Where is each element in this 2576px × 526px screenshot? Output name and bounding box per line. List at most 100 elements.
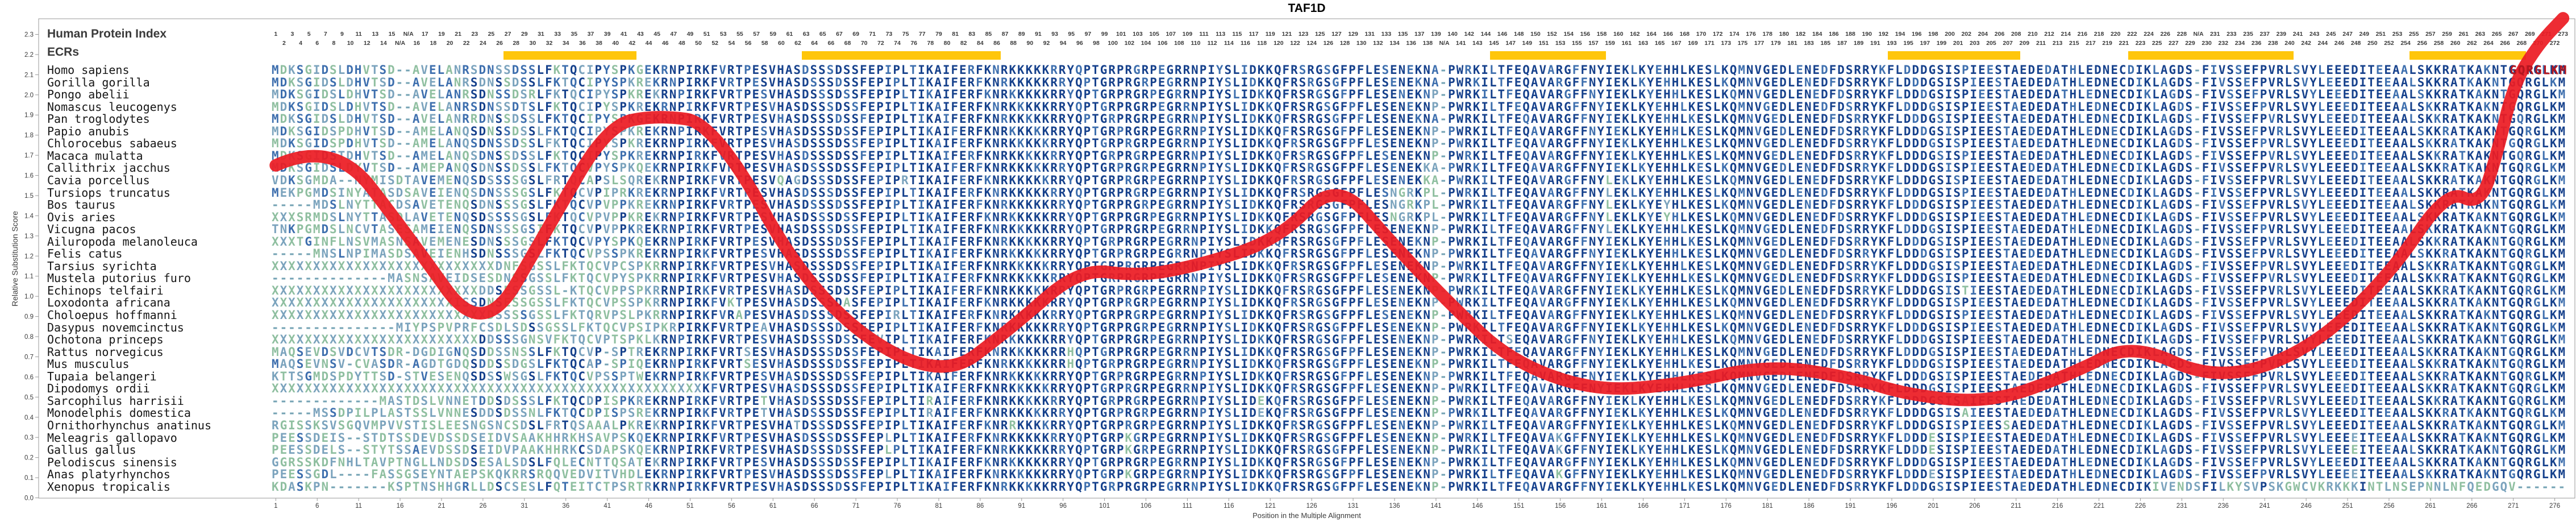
human-index-number: 193 bbox=[1887, 40, 1897, 47]
y-tick-label: 0.0 bbox=[24, 495, 34, 502]
human-index-number: 212 bbox=[2044, 31, 2054, 38]
curve-overlay-residue: Q bbox=[2518, 64, 2525, 77]
human-index-number: 181 bbox=[1787, 40, 1797, 47]
human-index-number: 38 bbox=[596, 40, 602, 47]
species-label: Choloepus hoffmanni bbox=[47, 308, 177, 322]
human-index-number: 266 bbox=[2500, 40, 2510, 47]
human-index-number: 61 bbox=[786, 31, 793, 38]
human-index-number: 159 bbox=[1605, 40, 1615, 47]
human-index-number: 31 bbox=[538, 31, 544, 38]
x-tick-label: 126 bbox=[1306, 503, 1317, 510]
human-index-number: 93 bbox=[1051, 31, 1058, 38]
y-tick-label: 0.6 bbox=[24, 374, 34, 381]
sequence-row: MDKSGIDSLDHVTSD--AVELANRSDNSSDTSLFKTQCIP… bbox=[272, 100, 2567, 114]
human-index-number: 69 bbox=[852, 31, 859, 38]
human-index-number: 57 bbox=[753, 31, 760, 38]
human-index-number: 154 bbox=[1563, 31, 1574, 38]
human-index-number: 140 bbox=[1447, 31, 1458, 38]
species-label: Tarsius syrichta bbox=[47, 259, 157, 273]
human-index-number: 90 bbox=[1026, 40, 1034, 47]
human-index-number: 247 bbox=[2342, 31, 2353, 38]
human-index-number: 54 bbox=[728, 40, 735, 47]
x-tick-label: 221 bbox=[2094, 503, 2104, 510]
human-index-number: 130 bbox=[1356, 40, 1367, 47]
human-index-number: 197 bbox=[1920, 40, 1930, 47]
human-index-number: 72 bbox=[877, 40, 884, 47]
species-label: Rattus norvegicus bbox=[47, 345, 164, 359]
human-index-number: 104 bbox=[1141, 40, 1151, 47]
human-index-number: 257 bbox=[2425, 31, 2436, 38]
species-label: Mustela putorius furo bbox=[47, 271, 191, 285]
human-index-number: 156 bbox=[1580, 31, 1591, 38]
species-label: Pelodiscus sinensis bbox=[47, 455, 177, 469]
human-index-number: 118 bbox=[1257, 40, 1267, 47]
x-tick-label: 26 bbox=[479, 503, 486, 510]
x-tick-label: 56 bbox=[728, 503, 735, 510]
species-label: Dasypus novemcinctus bbox=[47, 320, 184, 334]
x-tick-label: 131 bbox=[1347, 503, 1358, 510]
human-index-number: 175 bbox=[1737, 40, 1748, 47]
human-index-number: 166 bbox=[1663, 31, 1673, 38]
species-label: Monodelphis domestica bbox=[47, 406, 191, 420]
x-axis-label: Position in the Multiple Alignment bbox=[1252, 511, 1361, 520]
x-tick-label: 206 bbox=[1969, 503, 1980, 510]
sequence-row: MDKSGIDSLDHVTSD--AVELANRSDNSSDSSLFKTQCIP… bbox=[272, 63, 2567, 77]
sequence-row: MAQSEVDSVDCVTSDR-DGDIGNQSDDSSNSSLFKTQCVP… bbox=[272, 345, 2567, 359]
human-index-number: 236 bbox=[2251, 40, 2262, 47]
page-title: TAF1D bbox=[1288, 2, 1326, 15]
species-label: Macaca mulatta bbox=[47, 148, 143, 163]
human-index-number: 35 bbox=[571, 31, 578, 38]
species-label: Ailuropoda melanoleuca bbox=[47, 234, 198, 248]
human-index-number: 113 bbox=[1216, 31, 1226, 38]
x-tick-label: 161 bbox=[1596, 503, 1607, 510]
human-index-number: 265 bbox=[2491, 31, 2502, 38]
sequence-row: -----MDSLNYTTACDSAVETENQSDNSSSGSLFKTQCVP… bbox=[272, 198, 2567, 212]
human-index-number: 259 bbox=[2442, 31, 2452, 38]
human-index-number: 64 bbox=[811, 40, 818, 47]
x-tick-label: 196 bbox=[1886, 503, 1897, 510]
human-index-number: 24 bbox=[480, 40, 486, 47]
ecr-bar bbox=[802, 51, 1001, 60]
human-index-number: 201 bbox=[1953, 40, 1963, 47]
human-index-number: 21 bbox=[455, 31, 461, 38]
human-index-number: 177 bbox=[1754, 40, 1765, 47]
human-index-number: 121 bbox=[1281, 31, 1292, 38]
sequence-row: PEESSDEIS--STDTSSDEVDSSDSEIDVSAAKHHRKHSA… bbox=[272, 430, 2567, 445]
human-index-number: 55 bbox=[736, 31, 743, 38]
human-index-number: 138 bbox=[1422, 40, 1433, 47]
y-tick-label: 2.0 bbox=[24, 92, 34, 99]
x-tick-label: 266 bbox=[2466, 503, 2477, 510]
human-index-number: 63 bbox=[802, 31, 810, 38]
x-tick-label: 271 bbox=[2508, 503, 2519, 510]
sequence-row: XXXXXXXXXXXXXXXXXXXXXXXXXDDSSSGNSVFKTQCV… bbox=[272, 333, 2567, 347]
human-index-number: 25 bbox=[488, 31, 495, 38]
sequence-row: PEESSDELS--STYTSSAEVDSSDSEIDVPAAKHHRKCSD… bbox=[272, 443, 2567, 457]
human-index-number: 99 bbox=[1101, 31, 1108, 38]
species-label: Papio anubis bbox=[47, 124, 130, 138]
human-index-number: 73 bbox=[885, 31, 893, 38]
species-label: Gorilla gorilla bbox=[47, 75, 150, 89]
human-index-number: 6 bbox=[315, 40, 319, 47]
human-index-number: 127 bbox=[1331, 31, 1342, 38]
x-tick-label: 171 bbox=[1679, 503, 1690, 510]
species-label: Echinops telfairi bbox=[47, 283, 164, 297]
human-index-number: 85 bbox=[985, 31, 992, 38]
sequence-row: KTTSGMDSPDYTTSD-STVESENQSDSSWSGSLFKTQCVP… bbox=[272, 369, 2567, 383]
human-index-number: 171 bbox=[1704, 40, 1714, 47]
human-index-number: 94 bbox=[1059, 40, 1067, 47]
y-tick-label: 0.7 bbox=[24, 354, 34, 361]
human-index-number: 139 bbox=[1431, 31, 1441, 38]
human-index-number: 53 bbox=[719, 31, 727, 38]
x-tick-label: 96 bbox=[1059, 503, 1067, 510]
species-label: Gallus gallus bbox=[47, 443, 136, 457]
y-tick-label: 1.7 bbox=[24, 152, 34, 159]
y-tick-label: 1.6 bbox=[24, 173, 34, 180]
human-index-number: 249 bbox=[2359, 31, 2369, 38]
human-index-number: 89 bbox=[1018, 31, 1025, 38]
human-index-number: N/A bbox=[1439, 40, 1450, 47]
x-tick-label: 76 bbox=[894, 503, 901, 510]
human-index-number: 185 bbox=[1820, 40, 1831, 47]
human-index-number: 110 bbox=[1191, 40, 1201, 47]
x-tick-label: 176 bbox=[1721, 503, 1732, 510]
